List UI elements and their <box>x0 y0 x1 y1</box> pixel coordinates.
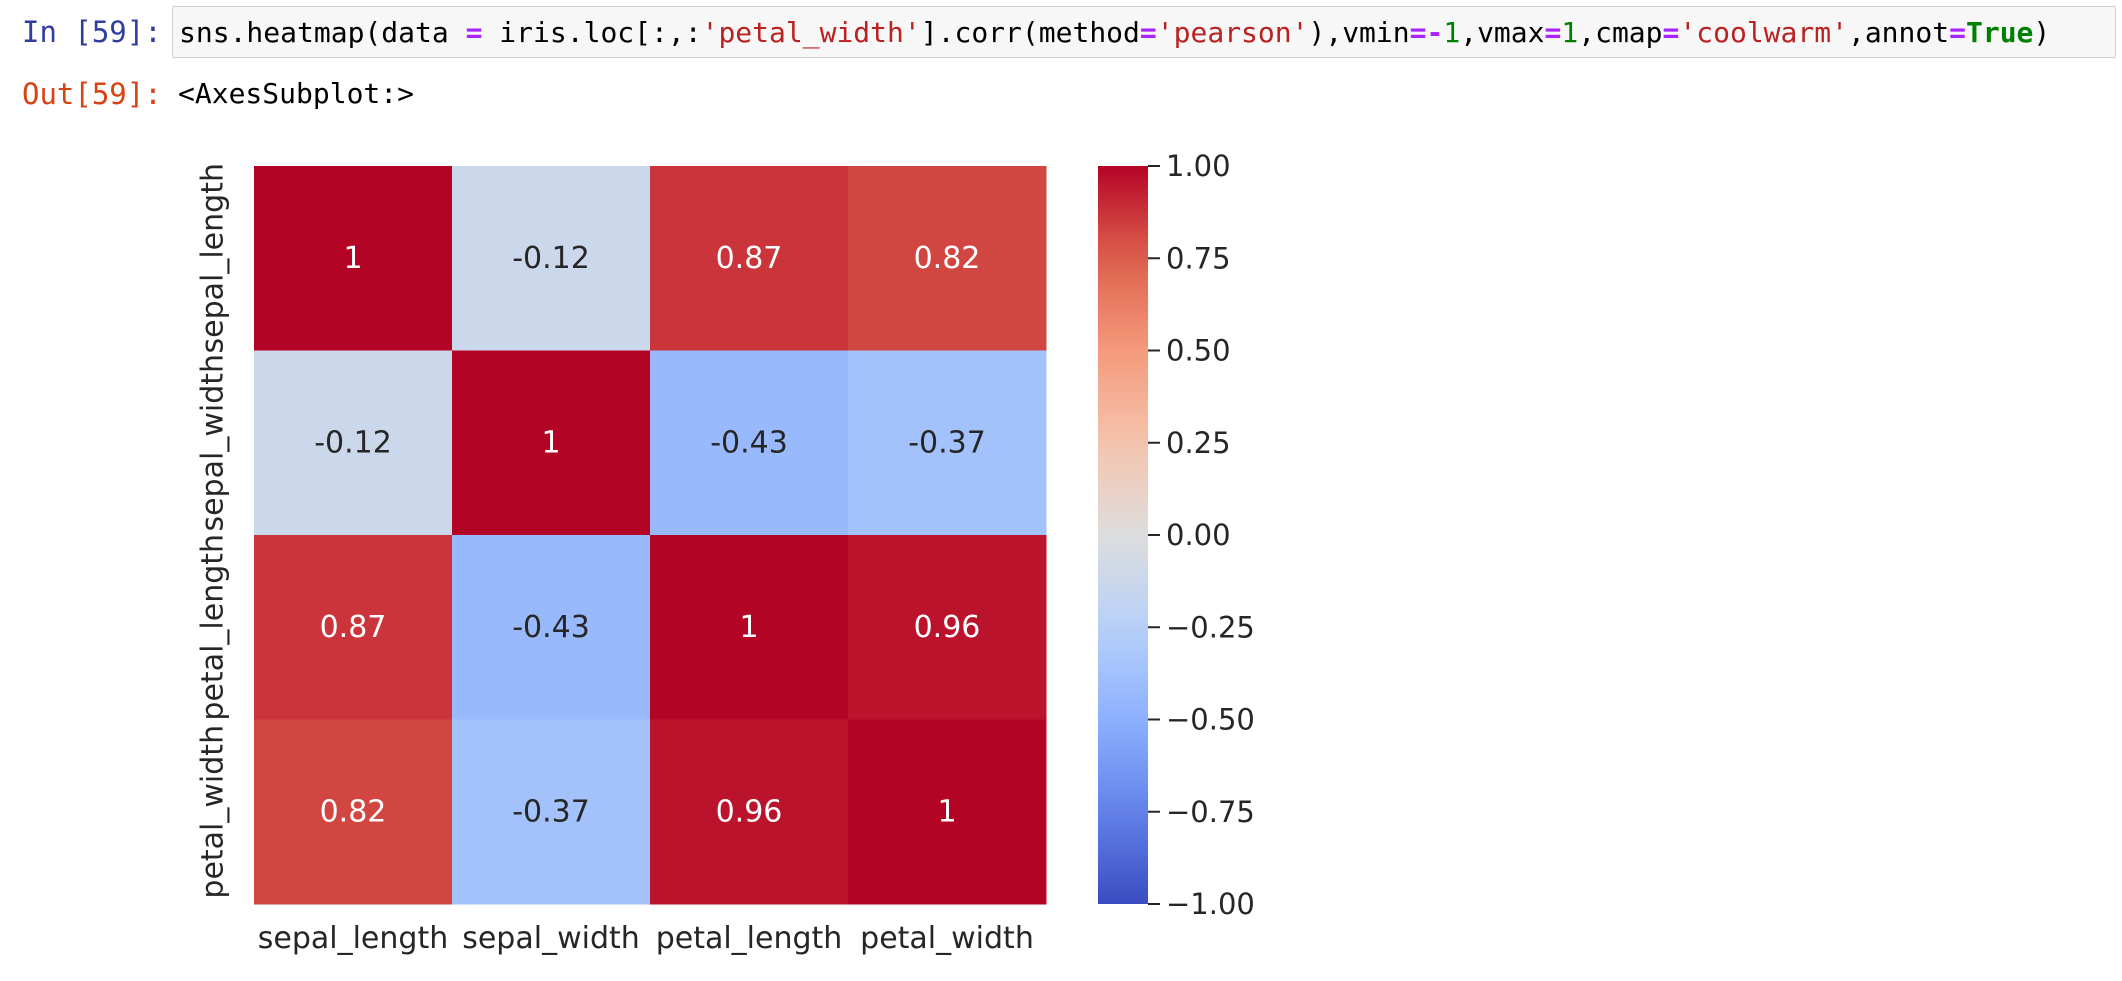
code-token: True <box>1965 16 2034 49</box>
heatmap-cell-petal_length-sepal_length <box>254 535 453 720</box>
y-tick-label: sepal_length <box>196 163 231 353</box>
colorbar <box>1098 166 1148 904</box>
colorbar-tick-label: −0.25 <box>1166 610 1255 644</box>
code-token: = <box>1949 16 1966 49</box>
heatmap-cell-sepal_width-sepal_length <box>254 350 453 536</box>
heatmap-cell-sepal_length-petal_length <box>650 166 849 351</box>
output-prompt: Out[59]: <box>22 77 162 111</box>
colorbar-tick-label: −0.50 <box>1166 703 1255 737</box>
code-token: ,annot <box>1847 16 1950 49</box>
heatmap-annotation: 1 <box>739 610 758 645</box>
code-token: 'coolwarm' <box>1679 16 1848 49</box>
heatmap-cell-petal_length-petal_width <box>848 535 1047 720</box>
code-token: ].corr(method <box>920 16 1140 49</box>
heatmap-annotation: -0.43 <box>512 610 590 645</box>
code-token: ,vmax <box>1460 16 1545 49</box>
colorbar-tick-label: 0.25 <box>1166 426 1231 460</box>
code-token: = <box>465 16 483 49</box>
colorbar-tick-label: 0.00 <box>1166 518 1231 552</box>
code-token: 'pearson' <box>1156 16 1309 49</box>
heatmap-cell-sepal_width-petal_length <box>650 350 849 536</box>
code-token: 'petal_width' <box>701 16 921 49</box>
heatmap-annotation: -0.37 <box>512 794 590 829</box>
code-token: =- <box>1409 16 1444 49</box>
heatmap-annotation: 1 <box>343 241 362 276</box>
code-token: = <box>1544 16 1562 49</box>
code-token: 1 <box>1561 16 1579 49</box>
heatmap-annotation: 0.82 <box>914 241 981 276</box>
x-tick-label: sepal_length <box>258 921 448 956</box>
x-tick-label: petal_length <box>656 921 843 956</box>
code-token: = <box>1662 16 1680 49</box>
heatmap-annotation: 0.87 <box>716 241 783 276</box>
code-token: 1 <box>1443 16 1461 49</box>
y-tick-label: sepal_width <box>196 354 231 532</box>
code-token: iris.loc[:,: <box>482 16 702 49</box>
heatmap-annotations: 1 -0.12 0.87 0.82 -0.12 1 -0.43 -0.37 0.87 -0.43 1… <box>314 241 986 830</box>
heatmap-cell-petal_length-petal_length <box>650 535 849 720</box>
colorbar-tick-label: 0.75 <box>1166 241 1231 275</box>
heatmap-cell-petal_width-sepal_width <box>452 719 651 905</box>
heatmap-annotation: 0.96 <box>914 610 981 645</box>
code-token: ),vmin <box>1308 16 1410 49</box>
heatmap-annotation: 0.96 <box>716 794 783 829</box>
y-tick-labels: sepal_lengthsepal_widthpetal_lengthpetal… <box>196 163 231 899</box>
input-prompt: In [59]: <box>22 15 162 49</box>
colorbar-ticks: 1.00 0.75 0.50 0.25 0.00 −0.25 −0.50 −0.75 −1.00 <box>1148 149 1255 921</box>
x-tick-label: sepal_width <box>462 921 640 956</box>
heatmap-annotation: -0.12 <box>314 425 392 460</box>
heatmap-cell-sepal_length-petal_width <box>848 166 1047 351</box>
code-token: = <box>1139 16 1157 49</box>
heatmap-cell-sepal_width-petal_width <box>848 350 1047 536</box>
heatmap-cell-sepal_length-sepal_width <box>452 166 651 351</box>
heatmap-cell-petal_width-sepal_length <box>254 719 453 905</box>
heatmap-annotation: 0.87 <box>320 610 387 645</box>
y-tick-label: petal_width <box>196 725 231 899</box>
y-tick-label: petal_length <box>196 534 231 721</box>
code-token: ,cmap <box>1578 16 1663 49</box>
colorbar-tick-label: 1.00 <box>1166 149 1231 183</box>
heatmap-cell-petal_length-sepal_width <box>452 535 651 720</box>
heatmap-annotation: 1 <box>541 425 560 460</box>
heatmap-annotation: 0.82 <box>320 794 387 829</box>
x-tick-labels: sepal_length sepal_width petal_length petal… <box>258 921 1034 956</box>
heatmap-cell-sepal_width-sepal_width <box>452 350 651 536</box>
heatmap-annotation: -0.37 <box>908 425 986 460</box>
output-text: <AxesSubplot:> <box>178 77 415 110</box>
colorbar-tick-label: −0.75 <box>1166 795 1255 829</box>
heatmap-annotation: -0.12 <box>512 241 590 276</box>
code-token: sns.heatmap(data <box>179 16 466 49</box>
colorbar-tick-label: −1.00 <box>1166 887 1255 921</box>
colorbar-tick-label: 0.50 <box>1166 334 1231 368</box>
heatmap-cell-petal_width-petal_length <box>650 719 849 905</box>
heatmap-cell-petal_width-petal_width <box>848 719 1047 905</box>
code-token: ) <box>2033 16 2051 49</box>
heatmap-cell-sepal_length-sepal_length <box>254 166 453 351</box>
x-tick-label: petal_width <box>860 921 1034 956</box>
heatmap-annotation: 1 <box>937 794 956 829</box>
heatmap-annotation: -0.43 <box>710 425 788 460</box>
heatmap-cells <box>254 166 1047 905</box>
code-cell-editor[interactable]: sns.heatmap(data = iris.loc[:,:'petal_wi… <box>172 6 2116 58</box>
